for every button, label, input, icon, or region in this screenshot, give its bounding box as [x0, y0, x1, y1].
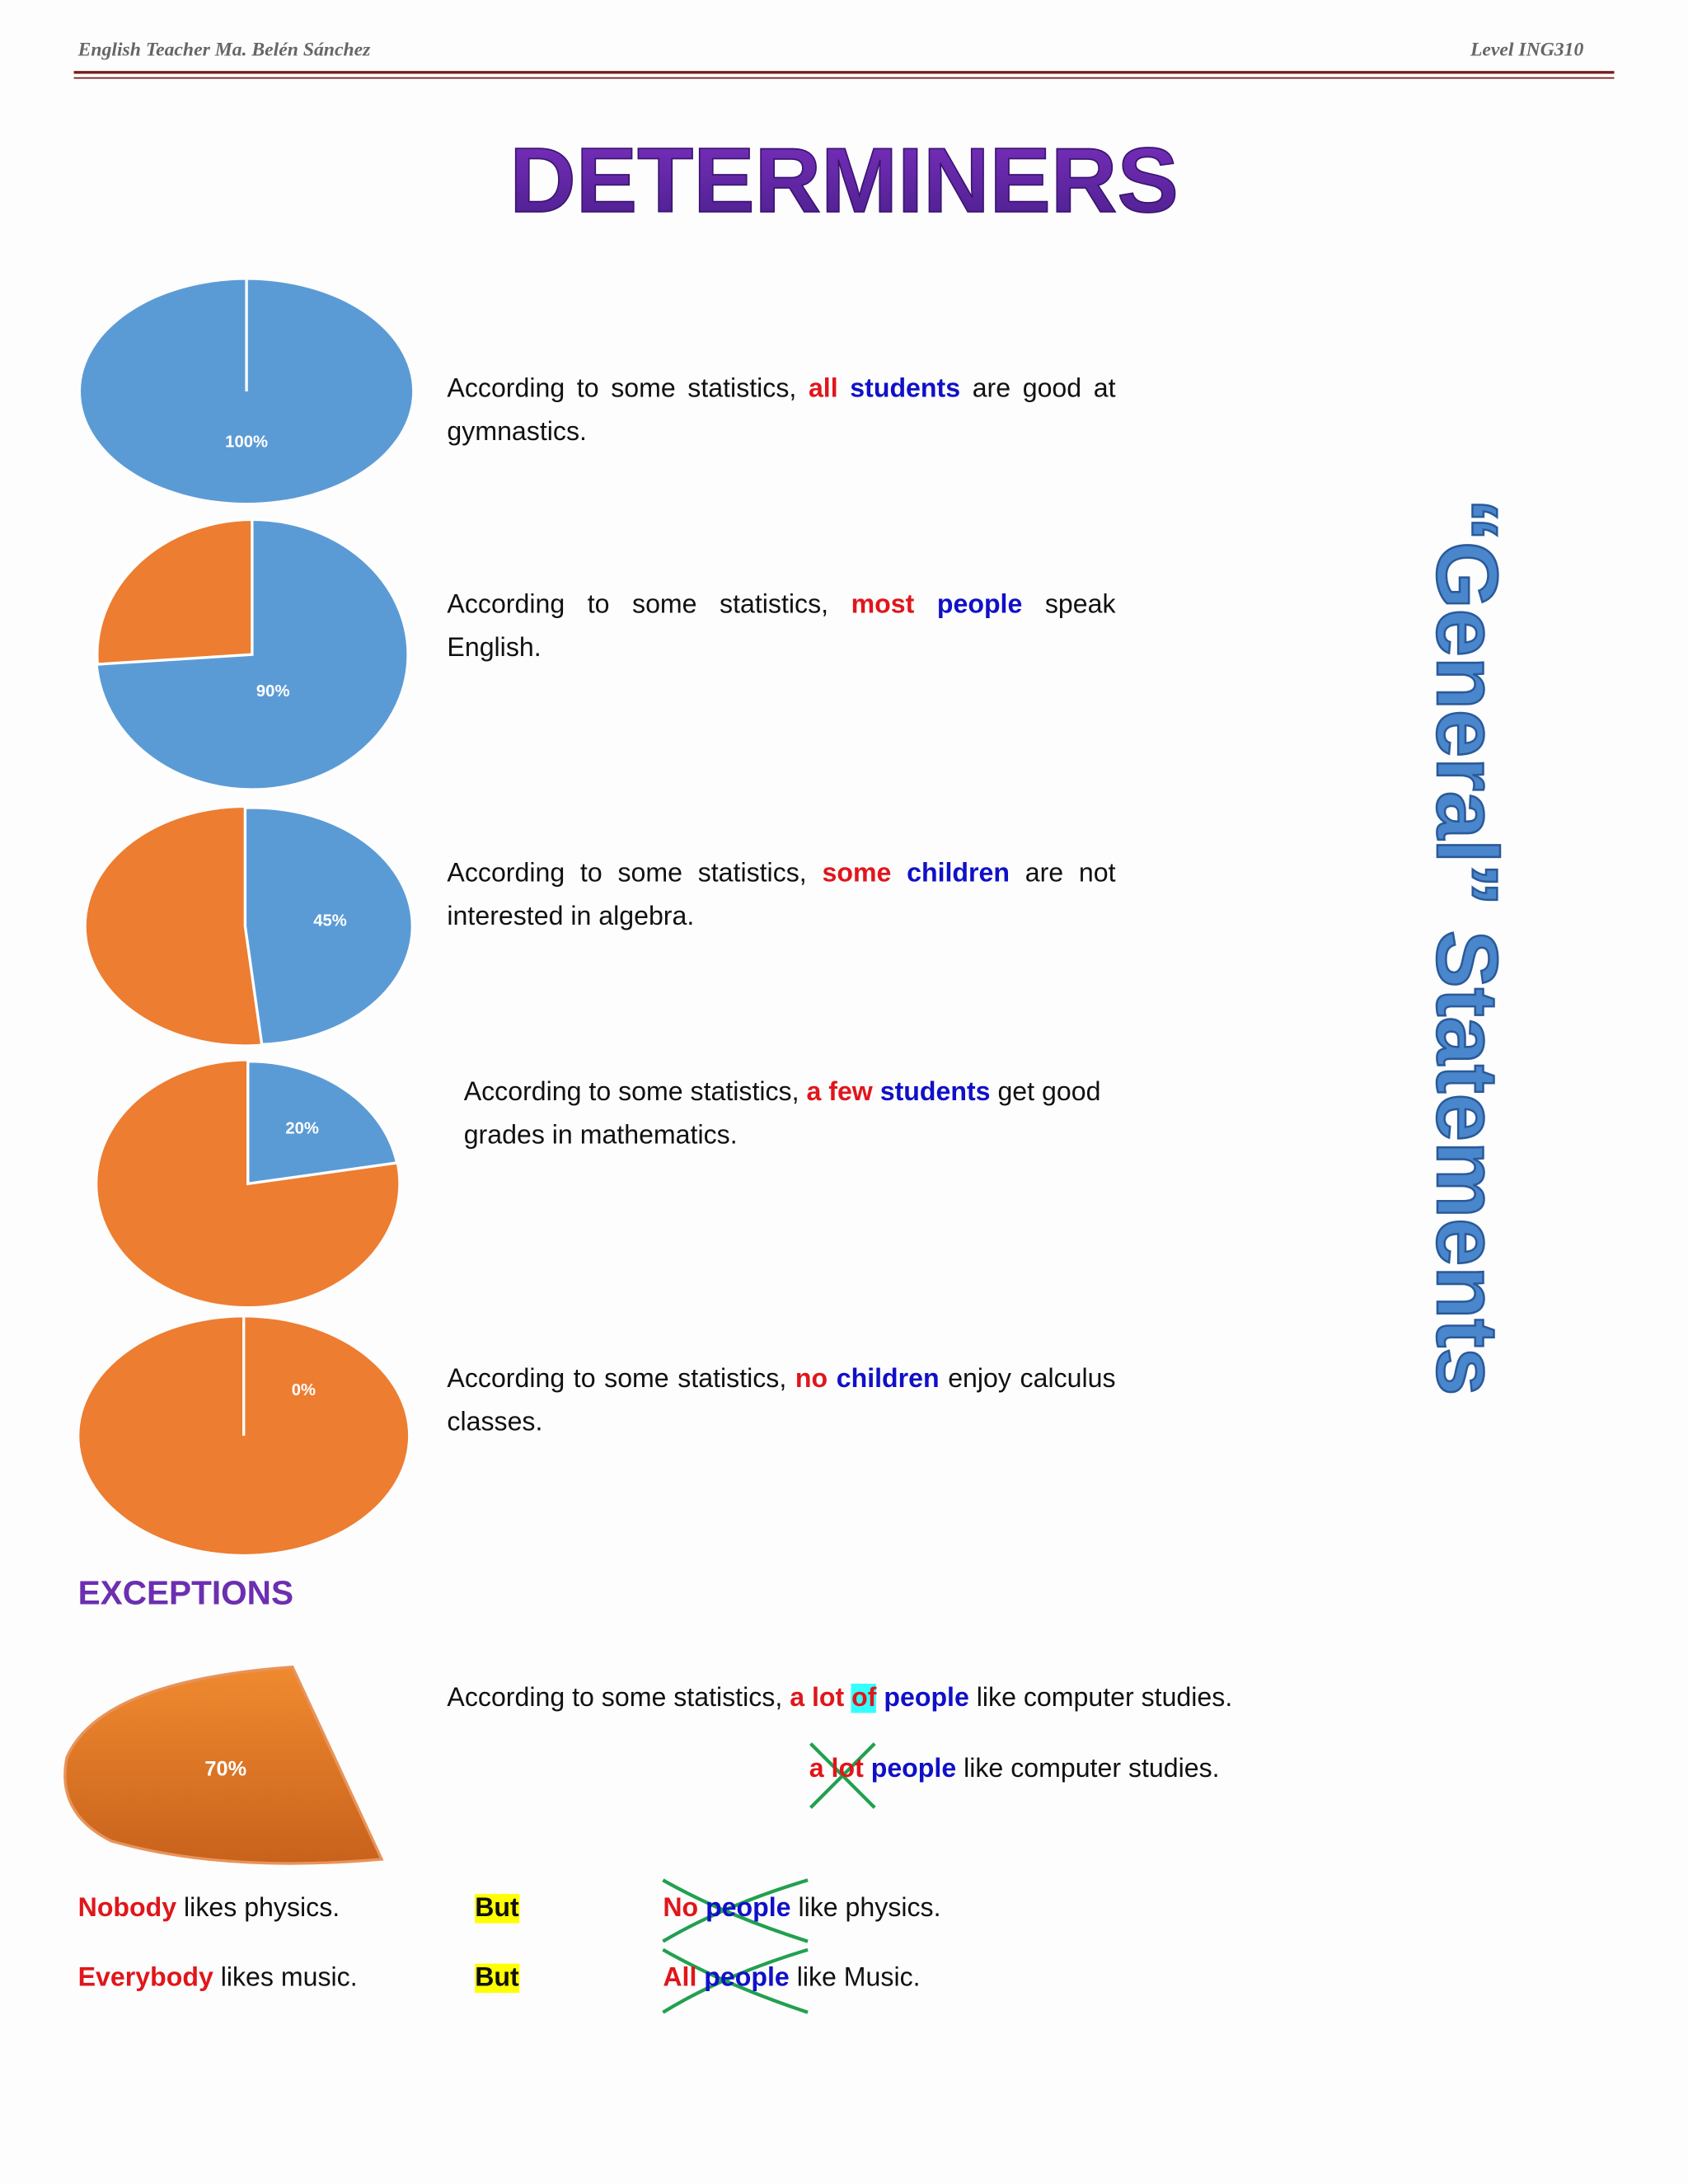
side-title: “General” Statements	[1418, 499, 1515, 1396]
row: No people like physics.	[663, 1894, 940, 1924]
pie-label: 45%	[313, 912, 347, 930]
but: But	[475, 1894, 519, 1924]
row: Nobody likes physics.	[78, 1894, 340, 1924]
determiner: a few	[806, 1077, 873, 1108]
noun: students	[879, 1077, 991, 1108]
text: According to some statistics,	[447, 590, 851, 620]
exceptions-heading: EXCEPTIONS	[78, 1574, 293, 1612]
text: like physics.	[790, 1894, 941, 1924]
pronoun: Everybody	[77, 1963, 213, 1994]
pie-slice	[243, 806, 415, 1047]
text: According to some statistics,	[447, 1365, 795, 1394]
text: like computer studies.	[956, 1755, 1220, 1784]
pronoun: Nobody	[77, 1894, 177, 1924]
determiner: some	[822, 859, 892, 889]
statement: According to some statistics, a few stud…	[464, 1071, 1132, 1157]
row: All people like Music.	[663, 1964, 920, 1994]
exception-line: According to some statistics, a lot of p…	[447, 1683, 1233, 1714]
noun: students	[850, 374, 961, 405]
header-right: Level ING310	[1470, 40, 1584, 62]
pie-label: 90%	[256, 682, 290, 701]
determiner: all	[808, 374, 838, 405]
pie-label: 70%	[204, 1757, 246, 1780]
text: speak English.	[447, 590, 1116, 663]
text: likes physics.	[176, 1894, 340, 1924]
text: are not interested in algebra.	[447, 859, 1116, 932]
determiner: All	[663, 1963, 697, 1994]
noun: people	[870, 1755, 957, 1784]
text: like Music.	[789, 1963, 921, 1994]
title: DETERMINERS	[509, 129, 1179, 232]
determiner: no	[795, 1365, 828, 1394]
pie-slice	[96, 518, 254, 666]
text: likes music.	[213, 1963, 358, 1994]
statement: According to some statistics, no childre…	[447, 1358, 1115, 1445]
noun: people	[884, 1683, 969, 1713]
but: But	[475, 1963, 519, 1994]
pie-label: 0%	[292, 1381, 316, 1399]
text: enjoy calculus classes.	[447, 1365, 1116, 1437]
noun: children	[907, 859, 1010, 889]
text: are good at gymnastics.	[447, 374, 1116, 448]
determiner: No	[663, 1894, 699, 1924]
determiner: most	[851, 590, 915, 620]
header-left: English Teacher Ma. Belén Sánchez	[77, 40, 371, 62]
cross-marks	[662, 1742, 876, 2014]
noun: people	[936, 590, 1023, 620]
text: get good grades in mathematics.	[463, 1077, 1101, 1151]
pie-slice	[246, 1059, 399, 1186]
row: Everybody likes music.	[78, 1964, 358, 1994]
exception-pie	[63, 1665, 384, 1865]
statement: According to some statistics, most peopl…	[447, 583, 1115, 670]
pie-label: 20%	[285, 1119, 319, 1137]
noun: children	[836, 1365, 940, 1394]
text: According to some statistics,	[447, 1683, 790, 1713]
text: According to some statistics,	[447, 374, 809, 405]
text: like computer studies.	[968, 1683, 1233, 1713]
pie-label: 100%	[225, 433, 268, 451]
determiner: a lot	[809, 1755, 864, 1784]
text: According to some statistics,	[447, 859, 823, 889]
statement: According to some statistics, all studen…	[447, 368, 1115, 454]
noun: people	[704, 1963, 790, 1994]
exception-line: a lot people like computer studies.	[809, 1755, 1220, 1785]
row: But	[475, 1963, 519, 1994]
highlight: of	[851, 1683, 877, 1713]
statement: According to some statistics, some child…	[447, 852, 1115, 939]
noun: people	[706, 1894, 791, 1924]
row: But	[475, 1894, 519, 1924]
text: According to some statistics,	[463, 1077, 807, 1108]
determiner: a lot	[790, 1683, 845, 1713]
